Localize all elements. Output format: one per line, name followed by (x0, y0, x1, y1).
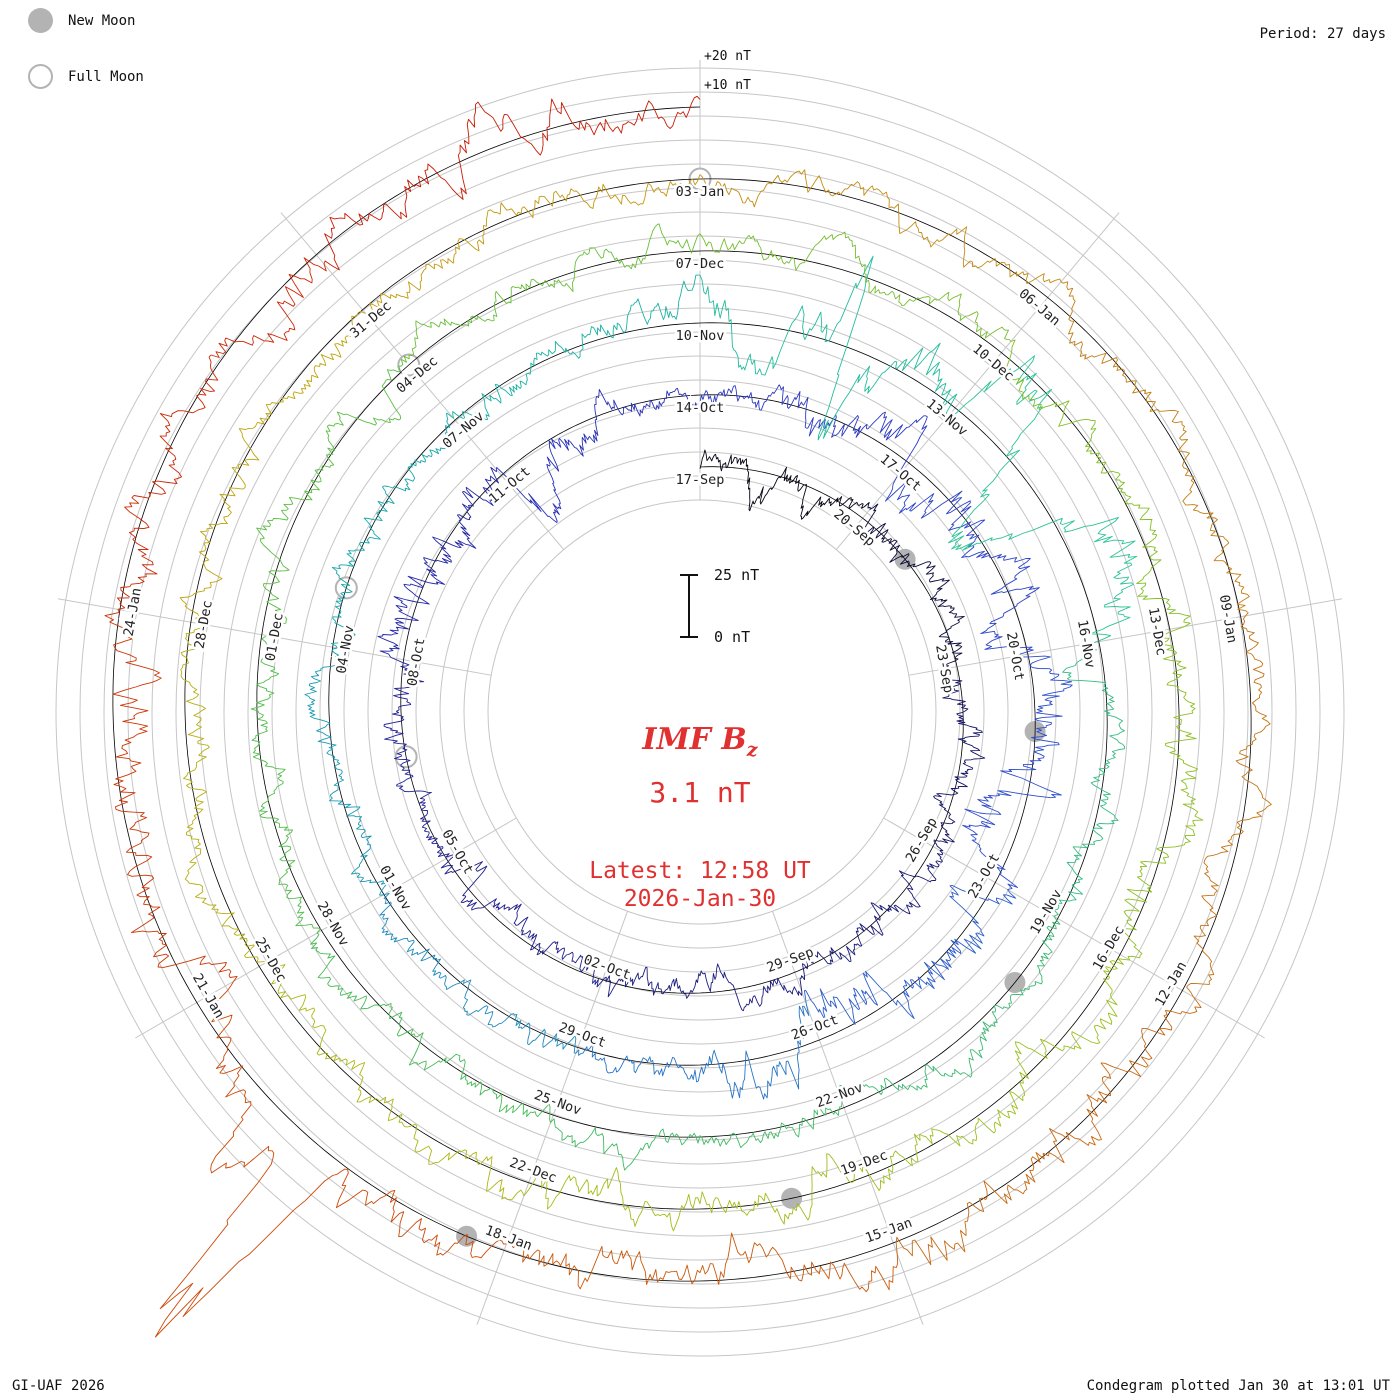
legend-full-moon: Full Moon (28, 64, 144, 89)
latest-time-label: Latest: 12:58 UT (589, 858, 811, 884)
data-trace-segment (116, 257, 327, 610)
date-label: 18-Jan (483, 1222, 534, 1254)
chart-title-main: IMF B (642, 722, 747, 757)
date-label: 02-Oct (581, 952, 632, 984)
data-trace-segment (330, 412, 451, 650)
date-label: 17-Oct (877, 451, 925, 495)
period-label: Period: 27 days (1259, 26, 1386, 42)
data-trace-segment (839, 914, 1061, 1098)
data-trace-segment (699, 169, 1062, 284)
legend-new-moon: New Moon (28, 8, 135, 33)
date-label: 08-Oct (404, 637, 428, 688)
data-trace-segment (154, 980, 507, 1338)
data-trace-segment (943, 355, 1138, 640)
date-label: 14-Oct (676, 400, 725, 416)
data-trace-segment (1053, 638, 1126, 916)
date-label: 17-Sep (676, 472, 725, 488)
date-label: 29-Oct (557, 1019, 608, 1051)
data-trace-segment (699, 384, 928, 479)
date-label: 15-Jan (863, 1215, 914, 1247)
grid-radial (280, 212, 565, 550)
grid-radial (883, 817, 1265, 1039)
credit-label: GI-UAF 2026 (12, 1378, 105, 1394)
data-trace-segment (697, 255, 958, 441)
data-trace-segment (446, 274, 698, 421)
date-label: 06-Jan (1016, 286, 1064, 330)
data-trace-segment (1186, 615, 1272, 998)
date-label: 10-Dec (969, 341, 1017, 385)
data-trace-segment (799, 850, 944, 992)
grid-radial (57, 598, 492, 676)
data-trace-segment (884, 478, 1040, 657)
data-trace-segment (895, 996, 1202, 1266)
data-trace-segment (601, 963, 803, 1012)
data-trace-segment (859, 503, 965, 670)
data-trace-segment (933, 669, 986, 852)
data-trace-segment (383, 657, 453, 858)
latest-date-label: 2026-Jan-30 (623, 886, 777, 912)
data-trace-segment (379, 892, 580, 1054)
data-trace-segment (266, 960, 525, 1201)
data-trace-segment (699, 449, 871, 520)
chart-title-sub: z (746, 739, 758, 761)
date-label: 03-Jan (676, 184, 725, 200)
data-trace-segment (180, 623, 269, 963)
scalebar-cap-top (680, 574, 698, 576)
scalebar-bottom-label: 0 nT (714, 628, 751, 646)
date-label: 24-Jan (121, 587, 145, 638)
date-label: 20-Sep (830, 506, 878, 550)
date-label: 29-Sep (765, 944, 816, 976)
data-trace-segment (866, 958, 1130, 1191)
data-trace-segment (1004, 339, 1191, 627)
data-trace-segment (104, 609, 238, 982)
data-trace-segment (377, 466, 500, 658)
date-label: 04-Nov (333, 624, 357, 675)
data-trace-segment (803, 884, 1017, 1025)
chart-title: IMF Bz (450, 722, 950, 761)
grid-radial (835, 212, 1120, 550)
grid-radial (772, 911, 924, 1325)
date-label: 22-Dec (507, 1155, 558, 1187)
axis-plus20-label: +20 nT (704, 49, 751, 64)
legend-new-moon-label: New Moon (68, 12, 136, 29)
date-label: 19-Dec (839, 1147, 890, 1179)
data-trace-segment (962, 655, 1073, 890)
data-trace-segment (495, 387, 701, 523)
date-label: 26-Oct (789, 1012, 840, 1044)
scalebar-line (688, 574, 690, 638)
legend-full-moon-label: Full Moon (68, 68, 144, 85)
current-value: 3.1 nT (649, 776, 751, 809)
data-trace-segment (1060, 281, 1250, 617)
data-trace-segment (697, 231, 1010, 341)
new-moon-icon (28, 8, 53, 33)
full-moon-icon (28, 64, 53, 89)
scalebar-top-label: 25 nT (714, 566, 760, 584)
scalebar-cap-bottom (680, 636, 698, 638)
footer-label: Condegram plotted Jan 30 at 13:01 UT (1086, 1378, 1390, 1394)
data-trace-segment (179, 310, 366, 625)
date-label: 28-Dec (192, 599, 216, 650)
date-label: 07-Dec (676, 256, 725, 272)
data-trace-segment (250, 636, 321, 935)
data-trace-segment (1121, 626, 1204, 961)
data-trace-segment (553, 1093, 843, 1171)
date-label: 01-Dec (262, 612, 286, 663)
grid-radial (908, 598, 1343, 676)
axis-plus10-label: +10 nT (704, 78, 751, 93)
data-trace-segment (256, 359, 404, 638)
data-trace-segment (401, 223, 699, 363)
data-trace-segment (304, 648, 390, 896)
data-trace-segment (523, 1153, 868, 1232)
data-trace-segment (440, 854, 603, 988)
date-label: 10-Nov (676, 328, 725, 344)
data-trace-segment (323, 95, 701, 271)
data-trace-segment (365, 174, 701, 315)
data-trace-segment (506, 1232, 899, 1293)
data-trace-segment (578, 997, 810, 1100)
data-trace-segment (310, 934, 555, 1124)
baseline-spiral (112, 106, 1252, 1282)
